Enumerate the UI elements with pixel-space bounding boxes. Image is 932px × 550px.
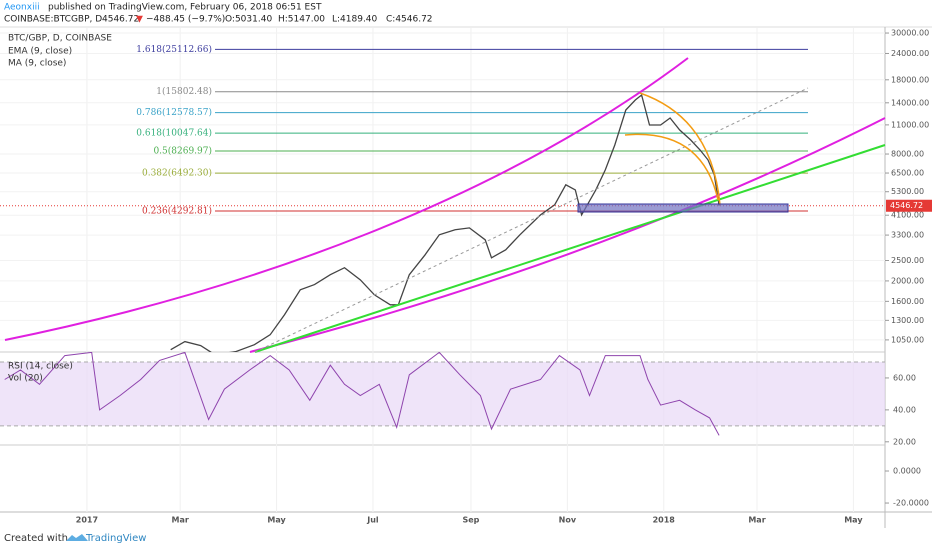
fib-label: 1.618(25112.66) xyxy=(136,44,212,55)
y-tick-label: 30000.00 xyxy=(891,29,929,38)
close: C:4546.72 xyxy=(386,15,433,25)
y-tick-label: 1600.00 xyxy=(891,297,924,306)
arc xyxy=(639,92,721,206)
change: −488.45 (−9.7%) xyxy=(146,15,225,25)
y-tick-label: 0.0000 xyxy=(893,467,921,476)
price: 4546.72 xyxy=(102,15,139,25)
legend-item: MA (9, close) xyxy=(8,59,66,69)
support-zone xyxy=(577,203,789,213)
rsi-legend: RSI (14, close) xyxy=(8,362,73,372)
x-tick-label: Nov xyxy=(559,516,577,525)
fib-label: 0.236(4292.81) xyxy=(142,206,212,217)
high: H:5147.00 xyxy=(278,15,325,25)
y-tick-label: 6500.00 xyxy=(891,169,924,178)
x-tick-label: Mar xyxy=(748,516,765,525)
x-tick-label: 2017 xyxy=(76,516,98,525)
last-price-box xyxy=(886,199,932,212)
fib-label: 0.5(8269.97) xyxy=(153,145,212,156)
arc xyxy=(624,133,719,201)
price-line xyxy=(170,93,720,352)
x-tick-label: May xyxy=(844,516,863,525)
y-tick-label: 2000.00 xyxy=(891,276,924,285)
x-tick-label: Jul xyxy=(366,516,379,525)
y-tick-label: 20.00 xyxy=(893,437,916,446)
rsi-band xyxy=(0,361,885,426)
plot: 2017 Mar May Jul Sep Nov 2018 Mar May 30000.00 240… xyxy=(0,28,932,525)
rsi-line xyxy=(4,352,720,436)
y-tick-label: 1050.00 xyxy=(891,335,924,344)
legend-item: EMA (9, close) xyxy=(8,47,72,57)
symbol: COINBASE:BTCGBP, D xyxy=(4,15,102,25)
y-tick-label: 40.00 xyxy=(893,405,916,414)
legend-item: BTC/GBP, D, COINBASE xyxy=(8,34,112,44)
x-tick-label: May xyxy=(267,516,286,525)
fib-label: 1(15802.48) xyxy=(156,86,212,97)
brand[interactable]: TradingView xyxy=(85,533,146,544)
y-tick-label: -20.0000 xyxy=(893,499,929,508)
x-tick-label: Mar xyxy=(172,516,189,525)
fib-label: 0.618(10047.64) xyxy=(136,128,212,139)
y-tick-label: 1300.00 xyxy=(891,316,924,325)
y-tick-label: 8000.00 xyxy=(891,150,924,159)
y-tick-label: 11000.00 xyxy=(891,120,929,129)
logo xyxy=(66,534,88,541)
last-price-label: 4546.72 xyxy=(890,201,923,210)
published: published on TradingView.com, February 0… xyxy=(48,3,322,13)
y-tick-label: 4100.00 xyxy=(891,211,924,220)
y-tick-label: 60.00 xyxy=(893,373,916,382)
y-tick-label: 2500.00 xyxy=(891,256,924,265)
y-tick-label: 5300.00 xyxy=(891,187,924,196)
arrow: ▼ xyxy=(136,15,143,25)
trend-line xyxy=(254,144,886,353)
x-tick-label: 2018 xyxy=(653,516,676,525)
fib-label: 0.382(6492.30) xyxy=(142,168,212,179)
created-with: Created with xyxy=(4,533,68,544)
drawings xyxy=(4,57,886,353)
low: L:4189.40 xyxy=(332,15,378,25)
vol-legend: Vol (20) xyxy=(8,374,43,384)
author[interactable]: Aeonxiii xyxy=(4,3,40,13)
fib-label: 0.786(12578.57) xyxy=(136,107,212,118)
x-tick-label: Sep xyxy=(462,516,479,525)
y-tick-label: 14000.00 xyxy=(891,98,929,107)
y-tick-label: 18000.00 xyxy=(891,75,929,84)
trend-curve xyxy=(249,117,886,353)
y-tick-label: 3300.00 xyxy=(891,231,924,240)
y-tick-label: 24000.00 xyxy=(891,49,929,58)
trend-line xyxy=(254,87,809,353)
trend-curve xyxy=(4,57,689,341)
open: O:5031.40 xyxy=(225,15,272,25)
